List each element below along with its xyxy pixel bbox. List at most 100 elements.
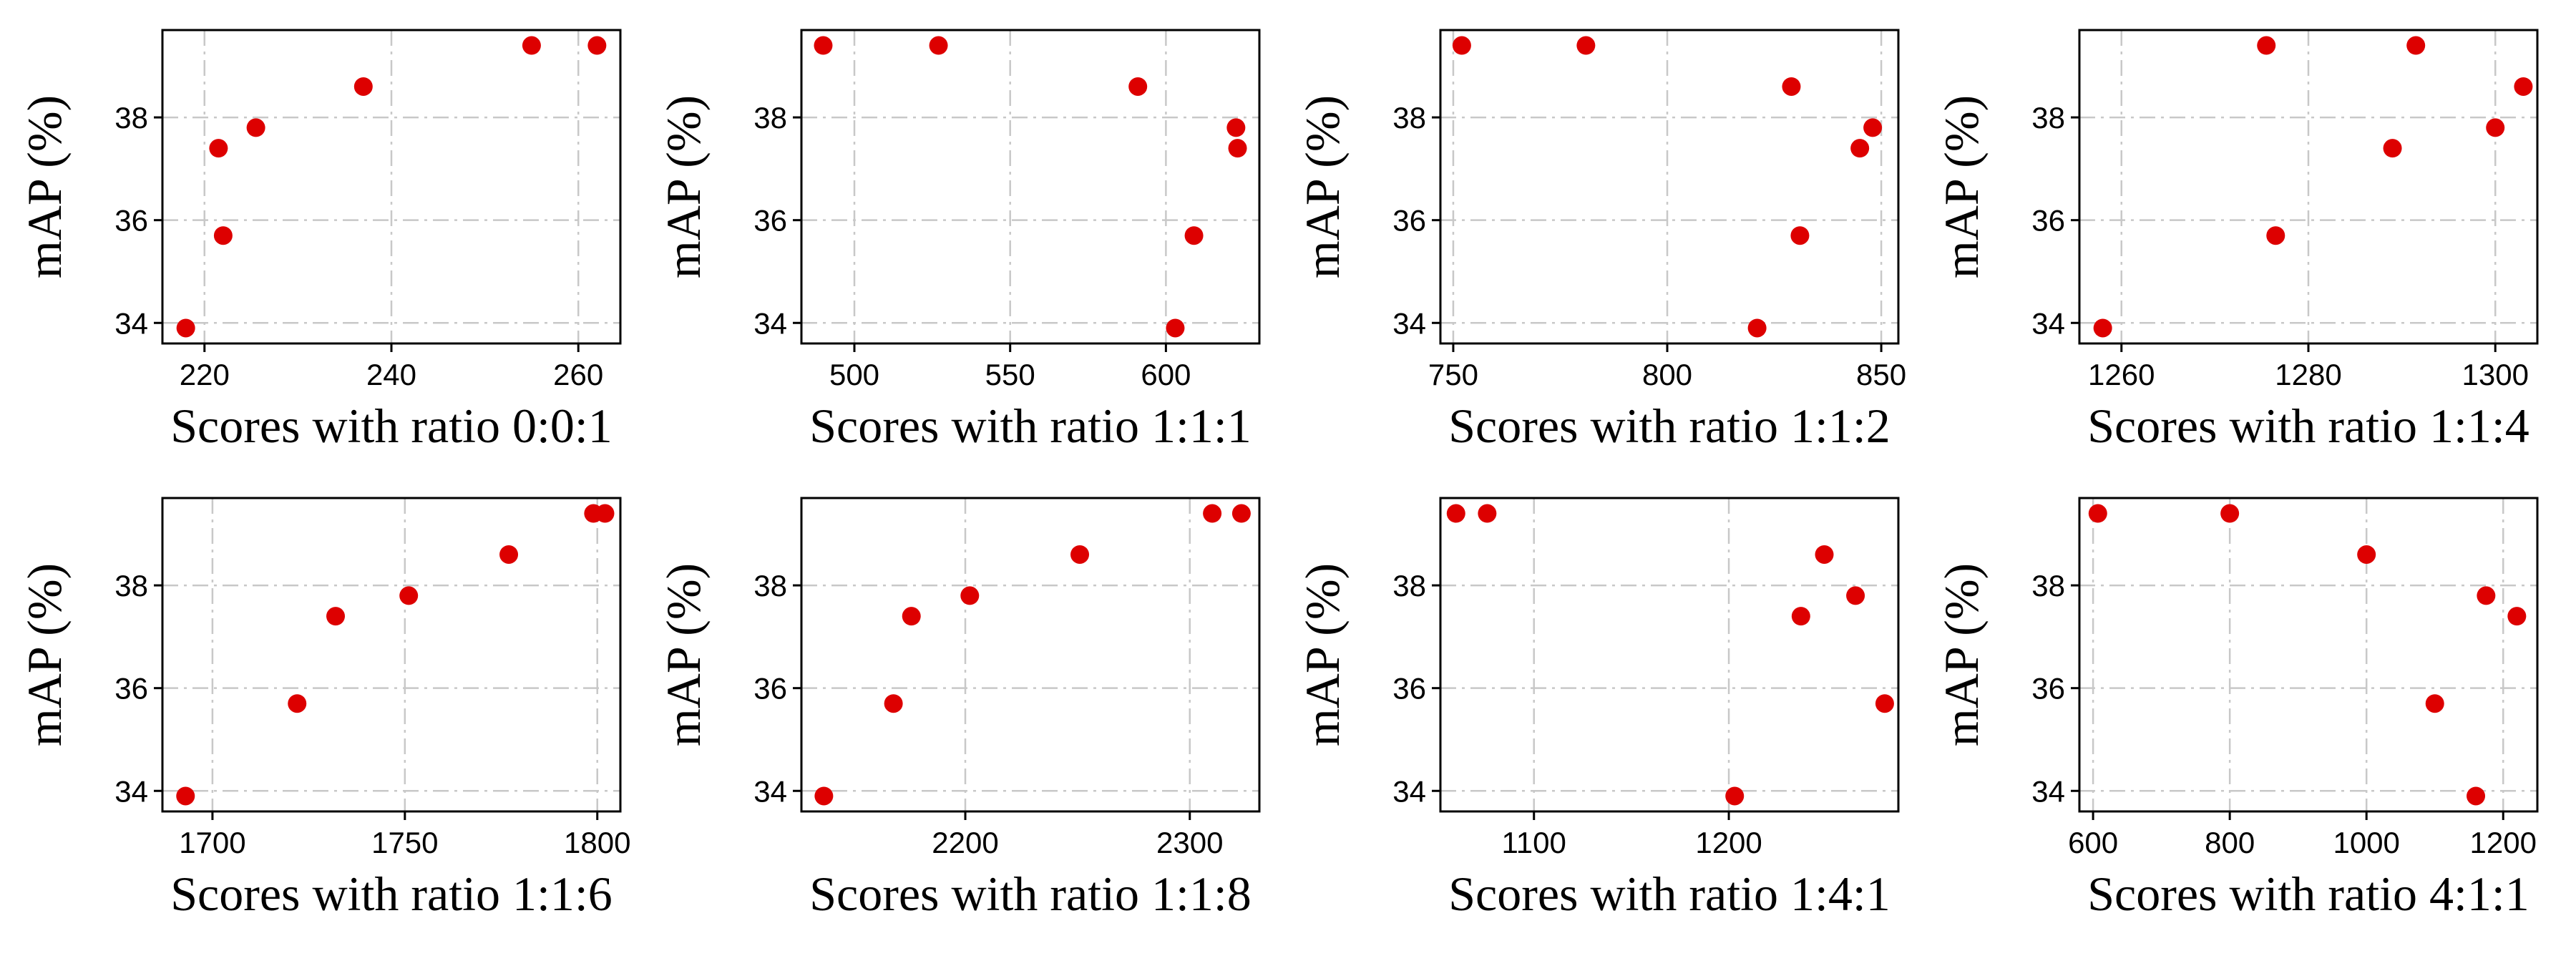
data-point bbox=[213, 226, 233, 245]
data-point bbox=[814, 786, 834, 806]
data-point bbox=[246, 118, 265, 137]
data-point bbox=[1478, 504, 1497, 523]
plot-frame bbox=[2078, 497, 2539, 813]
x-tick-label: 600 bbox=[2068, 826, 2118, 859]
x-tick-label: 1300 bbox=[2462, 358, 2529, 391]
y-tick-label: 38 bbox=[1392, 101, 1426, 135]
data-point bbox=[2467, 786, 2486, 806]
x-axis-label: Scores with ratio 1:1:8 bbox=[809, 867, 1252, 921]
y-tick-label: 38 bbox=[114, 569, 148, 602]
y-axis-label: mAP (%) bbox=[1934, 95, 1989, 278]
data-point bbox=[2266, 226, 2285, 245]
chart-panel-7: 1100 1200 34 36 38 Scores with ratio 1:4:1 mAP… bbox=[1295, 497, 1900, 921]
data-point bbox=[1228, 139, 1247, 158]
data-point bbox=[2507, 607, 2527, 626]
data-point bbox=[2425, 694, 2444, 713]
data-point bbox=[399, 586, 419, 605]
plot-frame bbox=[1439, 29, 1900, 345]
data-point bbox=[2093, 318, 2112, 338]
data-point bbox=[2357, 545, 2376, 564]
data-point bbox=[522, 36, 541, 55]
data-point bbox=[587, 36, 607, 55]
x-tick-label: 220 bbox=[180, 358, 230, 391]
data-point bbox=[902, 607, 921, 626]
data-point bbox=[1226, 118, 1246, 137]
y-tick-label: 38 bbox=[1392, 569, 1426, 602]
y-tick-label: 36 bbox=[2031, 672, 2065, 706]
x-axis-label: Scores with ratio 1:1:6 bbox=[170, 867, 613, 921]
data-point bbox=[1452, 36, 1471, 55]
y-tick-label: 36 bbox=[2031, 204, 2065, 238]
x-axis-label: Scores with ratio 1:4:1 bbox=[1448, 867, 1890, 921]
x-tick-label: 500 bbox=[829, 358, 879, 391]
data-point bbox=[1846, 586, 1865, 605]
x-tick-label: 1260 bbox=[2088, 358, 2155, 391]
chart-panel-1: 220 240 260 34 36 38 Scores with ratio 0:0:1 mA… bbox=[17, 29, 622, 453]
data-point bbox=[1725, 786, 1745, 806]
data-point bbox=[288, 694, 307, 713]
data-point bbox=[1782, 77, 1801, 96]
data-point bbox=[2088, 504, 2107, 523]
x-tick-label: 1200 bbox=[1695, 826, 1762, 859]
data-point bbox=[1576, 36, 1596, 55]
y-tick-label: 38 bbox=[114, 101, 148, 135]
data-point bbox=[1815, 545, 1834, 564]
x-tick-label: 240 bbox=[366, 358, 416, 391]
chart-panel-2: 500 550 600 34 36 38 Scores with ratio 1:1:1 mA… bbox=[656, 29, 1261, 453]
x-tick-label: 1200 bbox=[2470, 826, 2537, 859]
y-axis-label: mAP (%) bbox=[17, 563, 72, 746]
x-tick-label: 260 bbox=[553, 358, 603, 391]
data-point bbox=[1790, 226, 1810, 245]
y-tick-label: 34 bbox=[753, 306, 787, 340]
data-point bbox=[1446, 504, 1465, 523]
data-point bbox=[1863, 118, 1883, 137]
data-point bbox=[929, 36, 948, 55]
data-point bbox=[884, 694, 903, 713]
data-point bbox=[1128, 77, 1148, 96]
y-tick-label: 36 bbox=[1392, 204, 1426, 238]
chart-panel-5: 1700 1750 1800 34 36 38 Scores with ratio 1:1:… bbox=[17, 497, 630, 921]
y-axis-label: mAP (%) bbox=[656, 563, 711, 746]
x-tick-label: 1800 bbox=[564, 826, 630, 859]
data-point bbox=[2383, 139, 2402, 158]
x-axis-label: Scores with ratio 1:1:2 bbox=[1448, 399, 1890, 453]
y-axis-label: mAP (%) bbox=[656, 95, 711, 278]
y-axis-label: mAP (%) bbox=[17, 95, 72, 278]
x-tick-label: 2200 bbox=[932, 826, 998, 859]
data-point bbox=[499, 545, 519, 564]
y-tick-label: 38 bbox=[2031, 569, 2065, 602]
data-point bbox=[814, 36, 833, 55]
data-point bbox=[960, 586, 980, 605]
y-tick-label: 36 bbox=[1392, 672, 1426, 706]
data-point bbox=[1791, 607, 1810, 626]
x-axis-label: Scores with ratio 1:1:4 bbox=[2087, 399, 2529, 453]
y-tick-label: 34 bbox=[753, 774, 787, 808]
x-tick-label: 550 bbox=[985, 358, 1035, 391]
data-point bbox=[1875, 694, 1894, 713]
x-tick-label: 1700 bbox=[179, 826, 245, 859]
y-axis-label: mAP (%) bbox=[1295, 563, 1350, 746]
data-point bbox=[595, 504, 615, 523]
y-tick-label: 36 bbox=[114, 204, 148, 238]
data-point bbox=[2477, 586, 2496, 605]
chart-panel-3: 750 800 850 34 36 38 Scores with ratio 1:1:2 mA… bbox=[1295, 29, 1906, 453]
data-point bbox=[1070, 545, 1090, 564]
plot-frame bbox=[800, 29, 1261, 345]
data-point bbox=[353, 77, 373, 96]
y-tick-label: 38 bbox=[2031, 101, 2065, 135]
y-tick-label: 38 bbox=[753, 101, 787, 135]
data-point bbox=[1203, 504, 1222, 523]
x-tick-label: 800 bbox=[2205, 826, 2255, 859]
plot-frame bbox=[1439, 497, 1900, 813]
y-axis-label: mAP (%) bbox=[1934, 563, 1989, 746]
y-tick-label: 34 bbox=[2031, 306, 2065, 340]
y-tick-label: 34 bbox=[1392, 306, 1426, 340]
x-tick-label: 1100 bbox=[1502, 826, 1566, 859]
y-tick-label: 38 bbox=[753, 569, 787, 602]
data-point bbox=[1850, 139, 1870, 158]
x-axis-label: Scores with ratio 0:0:1 bbox=[170, 399, 613, 453]
data-point bbox=[1166, 318, 1185, 338]
x-tick-label: 800 bbox=[1642, 358, 1692, 391]
x-axis-label: Scores with ratio 1:1:1 bbox=[809, 399, 1252, 453]
